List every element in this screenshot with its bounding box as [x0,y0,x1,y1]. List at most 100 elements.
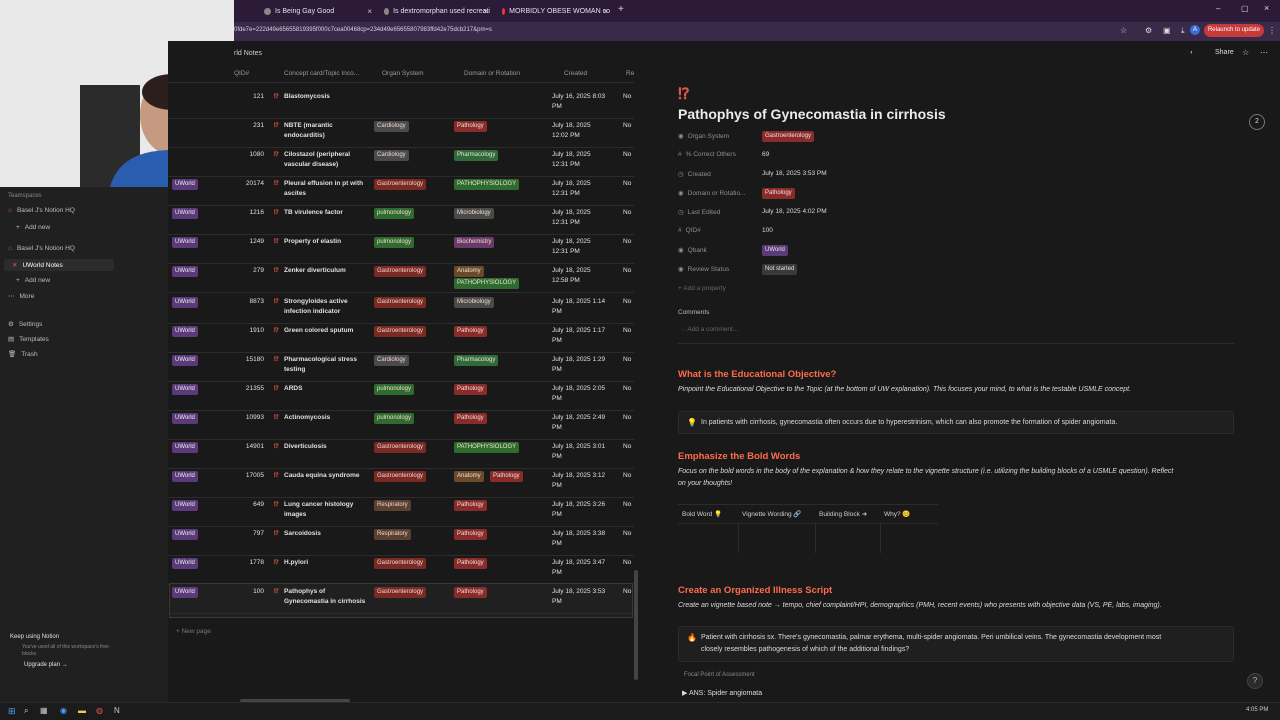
qid-cell[interactable]: 1080 [249,151,264,158]
qid-cell[interactable]: 1216 [249,209,264,216]
review-cell[interactable]: No [623,238,632,245]
review-cell[interactable]: No [623,122,632,129]
sidebar-item-trash[interactable]: 🗑 Trash [8,350,38,359]
domain-tag[interactable]: Pathology [454,121,487,132]
qid-cell[interactable]: 121 [253,93,264,100]
profile-avatar[interactable]: A [1190,25,1200,35]
property-label[interactable]: ◉ Organ System [678,132,729,141]
organ-system-tag[interactable]: Cardiology [374,150,409,161]
notion-icon[interactable]: N [114,706,120,715]
organ-system-tag[interactable]: Cardiology [374,355,409,366]
created-cell[interactable]: July 18, 2025 12:31 PM [552,209,591,226]
topic-cell[interactable]: Lung cancer histology images [284,501,354,518]
review-cell[interactable]: No [623,298,632,305]
new-tab-button[interactable]: + [618,4,624,15]
topic-cell[interactable]: Blastomycosis [284,93,330,100]
page-menu-icon[interactable]: ⋯ [1260,48,1268,57]
qbank-tag[interactable]: UWorld [172,326,198,337]
organ-system-tag[interactable]: pulmonology [374,237,415,248]
review-cell[interactable]: No [623,267,632,274]
table-header-why[interactable]: Why? 😊 [884,511,911,518]
created-cell[interactable]: July 16, 2025 8:03 PM [552,93,606,110]
review-cell[interactable]: No [623,559,632,566]
relaunch-button[interactable]: Relaunch to update [1204,24,1264,37]
breadcrumb[interactable]: rld Notes [234,50,263,57]
domain-tag[interactable]: PATHOPHYSIOLOGY [454,442,520,453]
qid-cell[interactable]: 1910 [249,327,264,334]
illness-callout-text-2[interactable]: closely resembles pathogenesis of which … [701,646,910,653]
review-cell[interactable]: No [623,588,632,595]
qbank-tag[interactable]: UWorld [172,355,198,366]
domain-tag[interactable]: Pathology [454,529,487,540]
created-cell[interactable]: July 18, 2025 3:47 PM [552,559,606,576]
review-cell[interactable]: No [623,443,632,450]
property-value[interactable]: Pathology [762,188,795,199]
qid-cell[interactable]: 17005 [245,472,264,479]
property-value[interactable]: July 18, 2025 3:53 PM [762,170,827,177]
organ-system-tag[interactable]: Gastroenterology [374,442,427,453]
horizontal-scrollbar[interactable] [240,699,350,702]
objective-callout-text[interactable]: In patients with cirrhosis, gynecomastia… [701,419,1118,426]
organ-system-tag[interactable]: Respiratory [374,500,411,511]
task-view-icon[interactable]: ▦ [40,706,48,715]
qbank-tag[interactable]: UWorld [172,297,198,308]
table-scrollbar[interactable] [634,570,638,680]
topic-cell[interactable]: H.pylori [284,559,309,566]
organ-system-tag[interactable]: Cardiology [374,121,409,132]
url-text[interactable]: 0fde7e=222d49e65655819395f000c7cea00468c… [234,27,492,33]
review-cell[interactable]: No [623,530,632,537]
qid-cell[interactable]: 797 [253,530,264,537]
column-header-domain[interactable]: Domain or Rotation [464,70,520,77]
organ-system-tag[interactable]: Respiratory [374,529,411,540]
close-tab-icon[interactable]: × [367,6,372,16]
topic-cell[interactable]: TB virulence factor [284,209,343,216]
qbank-tag[interactable]: UWorld [172,471,198,482]
property-label[interactable]: #% Correct Others [678,151,736,158]
property-label[interactable]: # QID# [678,227,701,234]
qbank-tag[interactable]: UWorld [172,413,198,424]
organ-system-tag[interactable]: Gastroenterology [374,297,427,308]
created-cell[interactable]: July 18, 2025 2:05 PM [552,385,606,402]
minimize-icon[interactable]: – [1216,4,1221,13]
qid-cell[interactable]: 1249 [249,238,264,245]
property-value[interactable]: July 18, 2025 4:02 PM [762,208,827,215]
qid-cell[interactable]: 8873 [249,298,264,305]
qbank-tag[interactable]: UWorld [172,500,198,511]
created-cell[interactable]: July 18, 2025 1:17 PM [552,327,606,344]
review-cell[interactable]: No [623,151,632,158]
new-page-button[interactable]: + New page [176,628,211,635]
domain-tag[interactable]: Pathology [454,558,487,569]
qbank-tag[interactable]: UWorld [172,237,198,248]
file-explorer-icon[interactable]: ▬ [78,706,86,715]
topic-cell[interactable]: Actinomycosis [284,414,331,421]
windows-start-icon[interactable]: ⊞ [8,706,16,716]
sidepanel-icon[interactable]: ▣ [1163,26,1171,35]
domain-tag[interactable]: Pathology [454,587,487,598]
column-header-topic[interactable]: Concept card/Topic Inco... [284,70,360,77]
table-header-building-block[interactable]: Building Block ➜ [819,511,868,518]
sidebar-item-uworld-notes[interactable]: ✕ UWorld Notes [12,261,63,270]
topic-cell[interactable]: Diverticulosis [284,443,327,450]
review-cell[interactable]: No [623,414,632,421]
help-icon[interactable]: ? [1247,673,1263,689]
organ-system-tag[interactable]: Gastroenterology [374,471,427,482]
created-cell[interactable]: July 18, 2025 2:49 PM [552,414,606,431]
organ-system-tag[interactable]: pulmonology [374,413,415,424]
sidebar-add-new[interactable]: + Add new [16,277,50,284]
topic-cell[interactable]: Strongyloides active infection indicator [284,298,348,315]
topic-cell[interactable]: ARDS [284,385,303,392]
domain-tag[interactable]: Pathology [454,500,487,511]
comment-count-badge[interactable]: 2 [1249,114,1265,130]
qid-cell[interactable]: 231 [253,122,264,129]
domain-tag[interactable]: Anatomy [454,266,484,277]
property-value[interactable]: 69 [762,151,770,158]
topic-cell[interactable]: Pathophys of Gynecomastia in cirrhosis [284,588,366,605]
topic-cell[interactable]: Pharmacological stress testing [284,356,357,373]
organ-system-tag[interactable]: pulmonology [374,208,415,219]
created-cell[interactable]: July 18, 2025 3:01 PM [552,443,606,460]
browser-tab[interactable]: Is dextromorphan used recreati × [378,3,490,19]
review-cell[interactable]: No [623,501,632,508]
column-header-created[interactable]: Created [564,70,588,77]
table-header-vignette-wording[interactable]: Vignette Wording 🔗 [742,511,802,518]
add-property-button[interactable]: + Add a property [678,285,726,292]
